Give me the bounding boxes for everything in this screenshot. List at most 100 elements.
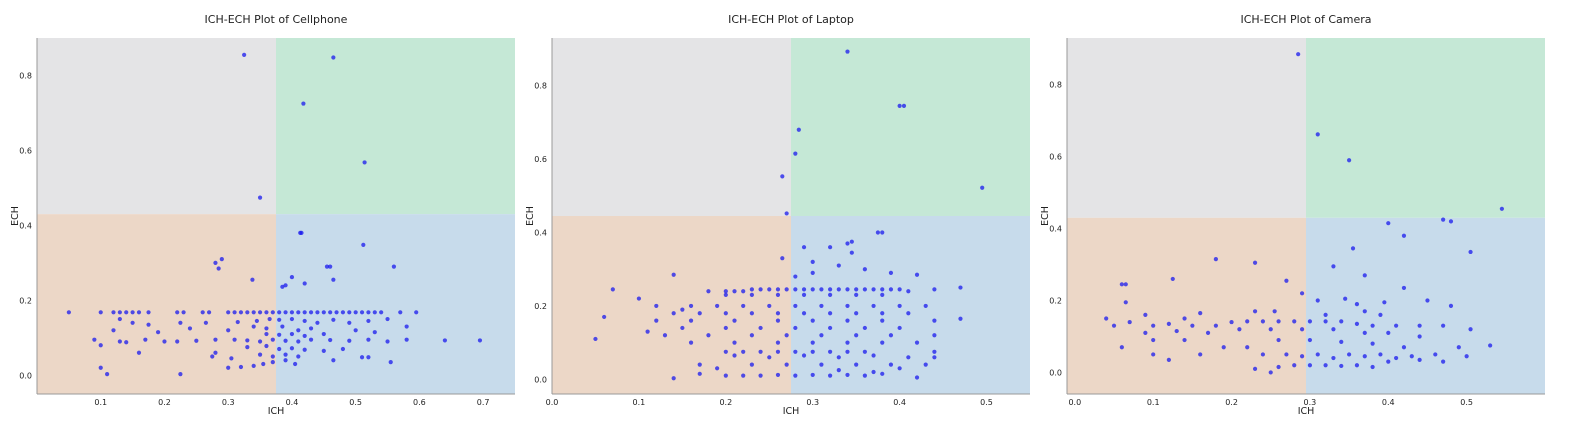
quadrant-top-right <box>1306 38 1545 218</box>
data-point <box>1339 363 1344 369</box>
data-point <box>880 292 885 298</box>
data-point <box>662 333 668 338</box>
data-point <box>124 340 129 345</box>
data-point <box>270 360 275 365</box>
data-point <box>767 287 772 292</box>
data-point <box>810 340 815 345</box>
data-point <box>242 52 247 57</box>
data-point <box>793 349 798 354</box>
data-point <box>257 310 263 315</box>
data-point <box>723 311 728 316</box>
data-point <box>1268 370 1273 375</box>
data-point <box>593 336 598 342</box>
chart-panel-2: ICH-ECH Plot of Laptop ICH ECH 0.0 0.1 0.2 0.3… <box>525 13 1030 417</box>
data-point <box>264 343 269 349</box>
data-point <box>1386 359 1391 364</box>
data-point <box>379 310 384 315</box>
data-point <box>1401 345 1407 350</box>
data-point <box>1346 352 1352 357</box>
data-point <box>331 55 336 60</box>
data-point <box>143 337 148 342</box>
data-point <box>308 310 314 315</box>
data-point <box>1272 309 1277 314</box>
y-tick-label: 0.0 <box>1049 368 1062 377</box>
data-point <box>232 337 237 342</box>
x-axis-label: ICH <box>268 406 285 417</box>
data-point <box>1354 363 1360 368</box>
data-point <box>194 338 199 343</box>
data-point <box>688 318 694 323</box>
data-point <box>1182 337 1187 343</box>
data-point <box>372 310 377 315</box>
data-point <box>784 362 789 367</box>
data-point <box>213 350 218 355</box>
data-point <box>688 340 694 345</box>
data-point <box>283 352 288 357</box>
data-point <box>1170 276 1175 282</box>
data-point <box>1409 354 1414 359</box>
data-point <box>105 372 110 377</box>
data-point <box>92 337 97 342</box>
data-point <box>267 316 272 322</box>
data-point <box>1299 291 1305 296</box>
data-point <box>270 337 275 342</box>
data-point <box>749 362 754 367</box>
data-point <box>880 311 885 316</box>
data-point <box>1386 221 1391 226</box>
data-point <box>155 330 161 335</box>
data-point <box>257 339 263 344</box>
data-point <box>1323 319 1328 324</box>
data-point <box>66 310 71 315</box>
data-point <box>1123 282 1128 287</box>
data-point <box>111 310 116 315</box>
quadrant-bottom-left <box>1067 217 1306 394</box>
data-point <box>1237 327 1242 332</box>
data-point <box>1245 345 1250 350</box>
data-point <box>1119 345 1124 350</box>
x-tick-label: 0.1 <box>1147 398 1160 407</box>
data-point <box>1441 359 1446 364</box>
data-point <box>296 339 301 344</box>
data-point <box>414 310 419 315</box>
data-point <box>697 311 702 316</box>
data-point <box>828 325 833 331</box>
data-point <box>219 256 224 262</box>
y-tick-label: 0.4 <box>1049 225 1062 234</box>
data-point <box>880 230 885 235</box>
data-point <box>897 287 902 292</box>
data-point <box>1468 327 1473 332</box>
data-point <box>1276 319 1281 324</box>
data-point <box>178 320 183 325</box>
data-point <box>871 287 876 292</box>
data-point <box>1307 363 1313 368</box>
data-point <box>1343 296 1348 301</box>
data-point <box>1245 319 1250 324</box>
data-point <box>1417 323 1422 328</box>
data-point <box>801 353 807 358</box>
data-point <box>1119 282 1124 287</box>
data-point <box>98 310 103 315</box>
data-point <box>801 292 807 298</box>
data-point <box>688 303 694 309</box>
data-point <box>758 373 763 378</box>
data-point <box>801 245 807 250</box>
data-point <box>732 318 737 323</box>
data-point <box>645 329 650 334</box>
data-point <box>897 325 902 331</box>
data-point <box>321 310 326 315</box>
data-point <box>1417 357 1422 362</box>
data-point <box>1448 303 1454 308</box>
data-point <box>914 272 920 277</box>
data-point <box>749 333 754 338</box>
data-point <box>958 285 963 290</box>
data-point <box>1252 366 1258 371</box>
y-tick-label: 0.8 <box>19 71 32 80</box>
data-point <box>871 369 876 375</box>
data-point <box>819 303 824 309</box>
quadrant-top-left <box>552 38 791 216</box>
data-point <box>1464 354 1469 359</box>
data-point <box>1284 352 1289 357</box>
data-point <box>845 303 850 309</box>
data-point <box>854 333 859 338</box>
